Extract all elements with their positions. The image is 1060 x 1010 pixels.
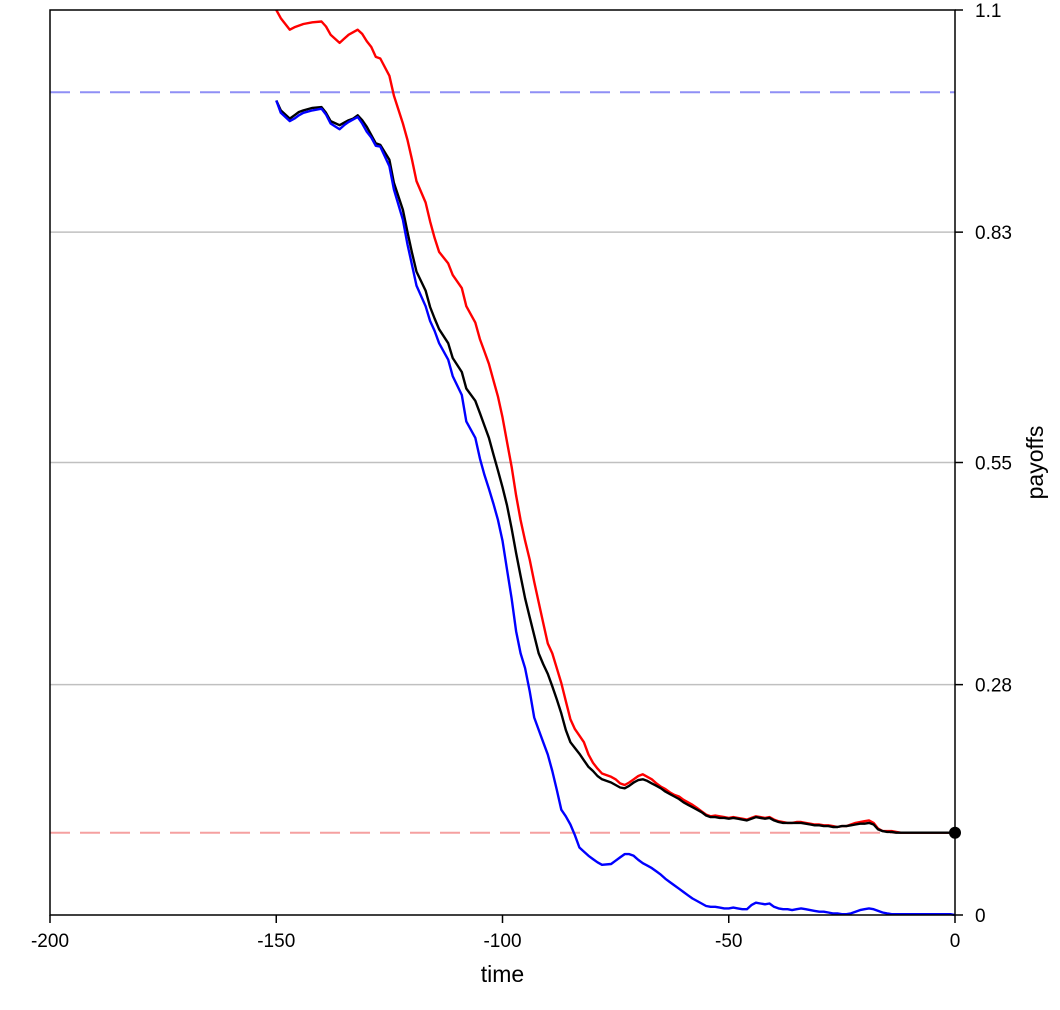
y-axis-title: payoffs [1022, 426, 1048, 500]
y-tick-label: 0 [975, 906, 986, 927]
y-tick-label: 1.1 [975, 1, 1001, 22]
y-tick-label: 0.83 [975, 223, 1012, 244]
x-axis-title: time [481, 961, 524, 987]
x-tick-label: -200 [31, 931, 69, 952]
end-marker-layer [949, 826, 961, 839]
x-axis-ticks: -200 -150 -100 -50 0 [31, 915, 960, 952]
end-point-marker [949, 826, 961, 839]
x-tick-label: 0 [950, 931, 961, 952]
series-lines [275, 9, 956, 917]
x-tick-label: -150 [257, 931, 295, 952]
y-tick-label: 0.55 [975, 454, 1012, 475]
y-tick-label: 0.28 [975, 676, 1012, 697]
reference-lines [50, 91, 955, 834]
y-axis-ticks: 0 0.28 0.55 0.83 1.1 [955, 1, 1012, 927]
series-line-0 [275, 9, 955, 834]
x-tick-label: -100 [483, 931, 521, 952]
series-line-1 [275, 100, 955, 834]
x-tick-label: -50 [715, 931, 742, 952]
grid-lines [50, 231, 955, 686]
series-line-2 [275, 100, 956, 917]
